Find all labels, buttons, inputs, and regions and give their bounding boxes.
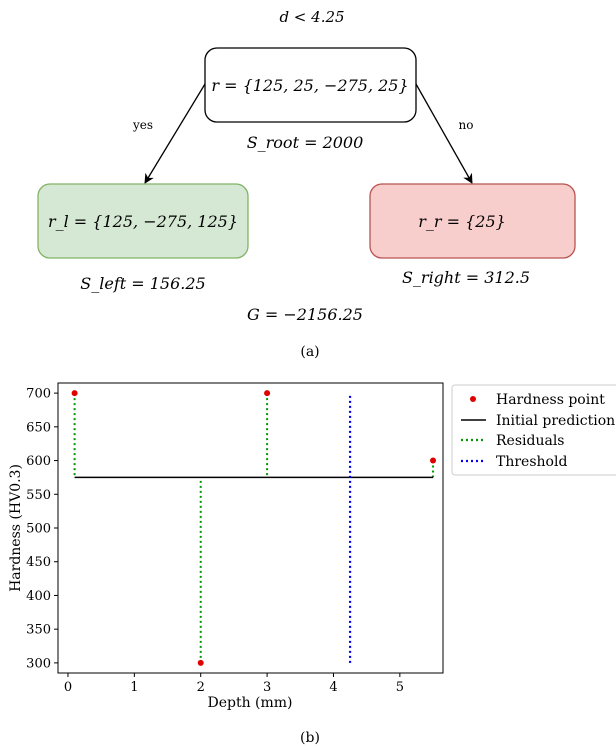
y-axis-label: Hardness (HV0.3) bbox=[8, 464, 24, 592]
root-score: S_root = 2000 bbox=[247, 133, 364, 152]
left-node-label: r_l = {125, −275, 125} bbox=[48, 212, 238, 231]
caption-b: (b) bbox=[300, 730, 320, 746]
x-tick-label: 3 bbox=[263, 680, 271, 695]
hardness-point bbox=[197, 659, 204, 666]
x-tick-label: 4 bbox=[329, 680, 337, 695]
hardness-chart: 0 1 2 3 4 5 300 350 400 450 500 550 600 650 700 Depth… bbox=[8, 382, 616, 746]
legend-label-hardness-point: Hardness point bbox=[496, 392, 605, 408]
decision-tree: d < 4.25 r = {125, 25, −275, 25} S_root … bbox=[37, 8, 576, 360]
x-axis-label: Depth (mm) bbox=[207, 695, 292, 711]
hardness-point bbox=[264, 390, 271, 397]
x-tick-label: 5 bbox=[396, 680, 404, 695]
no-branch-arrow bbox=[415, 83, 473, 184]
left-node-box bbox=[37, 183, 249, 259]
y-tick-label: 350 bbox=[26, 623, 51, 638]
split-condition: d < 4.25 bbox=[279, 8, 344, 26]
right-node-box bbox=[369, 183, 576, 259]
plot-frame bbox=[57, 382, 444, 674]
legend-swatch-hardness-point bbox=[470, 396, 476, 402]
right-node-label: r_r = {25} bbox=[418, 212, 506, 231]
y-axis-ticks: 300 350 400 450 500 550 600 650 700 bbox=[26, 387, 58, 671]
legend-label-residuals: Residuals bbox=[496, 433, 564, 449]
chart-marks bbox=[71, 390, 437, 666]
y-tick-label: 700 bbox=[26, 387, 51, 402]
yes-label: yes bbox=[132, 118, 153, 132]
gain-value: G = −2156.25 bbox=[247, 305, 363, 324]
hardness-point bbox=[430, 457, 437, 464]
y-tick-label: 450 bbox=[26, 555, 51, 570]
root-node-label: r = {125, 25, −275, 25} bbox=[211, 76, 408, 95]
legend-label-threshold: Threshold bbox=[496, 454, 567, 470]
legend: Hardness point Initial prediction Residu… bbox=[451, 384, 616, 476]
no-label: no bbox=[459, 118, 474, 132]
legend-frame bbox=[451, 384, 616, 476]
x-tick-label: 0 bbox=[64, 680, 72, 695]
right-score: S_right = 312.5 bbox=[402, 268, 530, 287]
y-tick-label: 650 bbox=[26, 420, 51, 435]
yes-branch-arrow bbox=[144, 83, 206, 184]
x-tick-label: 2 bbox=[197, 680, 205, 695]
x-axis-ticks: 0 1 2 3 4 5 bbox=[64, 673, 404, 695]
hardness-point bbox=[71, 390, 78, 397]
caption-a: (a) bbox=[300, 344, 319, 360]
y-tick-label: 600 bbox=[26, 454, 51, 469]
y-tick-label: 500 bbox=[26, 522, 51, 537]
y-tick-label: 300 bbox=[26, 656, 51, 671]
left-score: S_left = 156.25 bbox=[80, 274, 205, 293]
y-tick-label: 550 bbox=[26, 488, 51, 503]
legend-label-initial-prediction: Initial prediction bbox=[496, 413, 615, 429]
y-tick-label: 400 bbox=[26, 589, 51, 604]
x-tick-label: 1 bbox=[130, 680, 138, 695]
